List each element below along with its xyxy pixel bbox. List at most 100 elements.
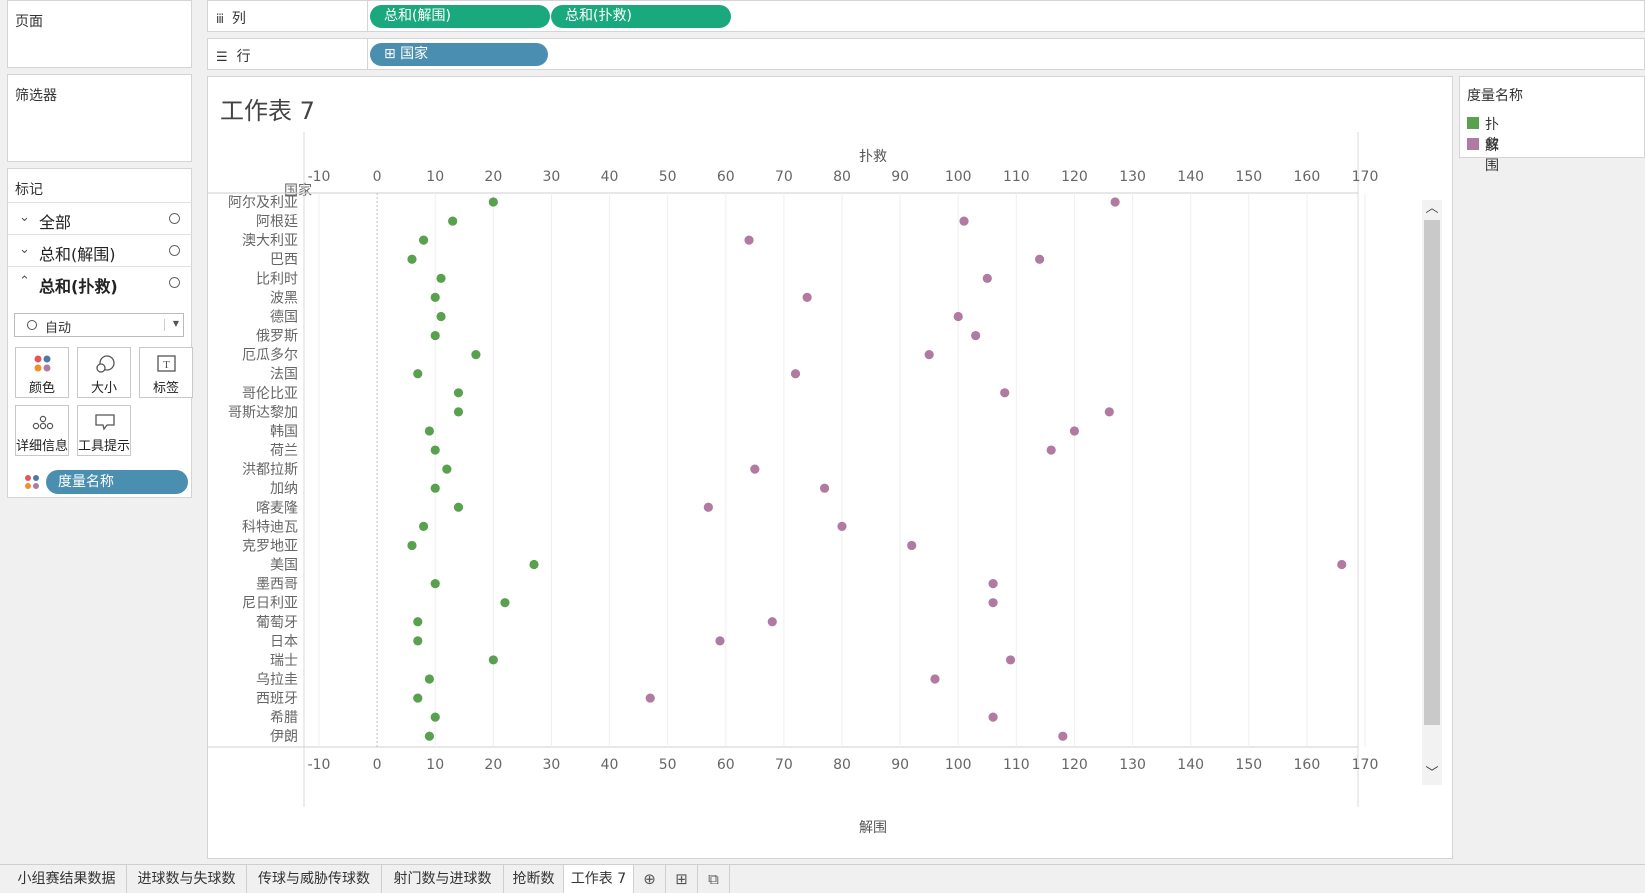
top-tick-label: 110 — [1003, 169, 1030, 185]
tab-group-results[interactable]: 小组赛结果数据 — [7, 865, 127, 893]
tab-passes[interactable]: 传球与威胁传球数 — [247, 865, 382, 893]
new-story-icon[interactable]: ⧉ — [698, 865, 730, 893]
bottom-tick-label: 70 — [775, 757, 793, 773]
point-解围[interactable] — [1069, 426, 1080, 436]
point-扑救[interactable] — [430, 712, 440, 722]
tab-tackles[interactable]: 抢断数 — [504, 865, 564, 893]
point-解围[interactable] — [971, 330, 981, 341]
point-扑救[interactable] — [430, 330, 440, 341]
point-解围[interactable] — [988, 598, 998, 608]
point-扑救[interactable] — [419, 235, 429, 245]
point-扑救[interactable] — [529, 559, 539, 570]
filters-panel[interactable]: 筛选器 — [7, 74, 192, 162]
point-扑救[interactable] — [471, 350, 481, 360]
tab-goals[interactable]: 进球数与失球数 — [127, 865, 247, 893]
point-扑救[interactable] — [424, 426, 435, 436]
label-button[interactable]: T 标签 — [139, 347, 193, 398]
point-扑救[interactable] — [430, 292, 440, 302]
columns-shelf[interactable]: iii 列 总和(解围) 总和(扑救) — [207, 0, 1645, 32]
point-扑救[interactable] — [413, 617, 423, 627]
point-扑救[interactable] — [442, 464, 452, 474]
point-扑救[interactable] — [488, 197, 498, 207]
point-解围[interactable] — [959, 216, 969, 226]
point-解围[interactable] — [953, 311, 963, 322]
scroll-up-icon[interactable]: ︿ — [1425, 201, 1439, 216]
point-扑救[interactable] — [413, 636, 423, 646]
point-扑救[interactable] — [436, 311, 446, 322]
point-解围[interactable] — [790, 369, 801, 379]
tab-shots[interactable]: 射门数与进球数 — [382, 865, 504, 893]
point-扑救[interactable] — [413, 369, 423, 379]
scroll-down-icon[interactable]: ﹀ — [1425, 766, 1439, 781]
mark-type-dropdown[interactable]: 自动 ▼ — [14, 313, 184, 337]
point-扑救[interactable] — [424, 674, 435, 684]
point-扑救[interactable] — [500, 598, 510, 608]
detail-button[interactable]: 详细信息 — [15, 405, 69, 456]
scatter-chart[interactable]: 扑救 解围 国家 -10 0 10 20 30 40 50 60 70 80 90 100 110 120… — [208, 77, 1452, 858]
point-解围[interactable] — [1058, 731, 1068, 741]
point-解围[interactable] — [988, 579, 998, 589]
point-解围[interactable] — [930, 674, 940, 684]
marks-row-all[interactable]: ⌄ 全部 — [7, 202, 192, 234]
tooltip-button[interactable]: 工具提示 — [77, 405, 131, 456]
point-扑救[interactable] — [430, 579, 440, 589]
point-解围[interactable] — [645, 693, 655, 703]
measure-names-pill[interactable]: 度量名称 — [46, 470, 188, 494]
dropdown-arrow-icon[interactable]: ▼ — [164, 319, 179, 331]
vertical-scrollbar[interactable]: ︿ ﹀ — [1422, 200, 1442, 785]
point-解围[interactable] — [1000, 388, 1010, 398]
point-解围[interactable] — [1110, 197, 1120, 207]
column-pill-saves[interactable]: 总和(扑救) — [551, 5, 731, 28]
marks-row-saves[interactable]: ⌃ 总和(扑救) — [7, 266, 192, 298]
scrollbar-thumb[interactable] — [1424, 220, 1440, 725]
point-解围[interactable] — [767, 617, 777, 627]
point-扑救[interactable] — [407, 540, 417, 551]
tab-sheet-7[interactable]: 工作表 7 — [564, 865, 634, 893]
country-label: 阿根廷 — [256, 214, 298, 230]
point-解围[interactable] — [715, 636, 725, 646]
point-解围[interactable] — [1034, 254, 1045, 264]
row-pill-country[interactable]: ⊞ 国家 — [370, 43, 548, 66]
new-dashboard-icon[interactable]: ⊞ — [666, 865, 698, 893]
point-解围[interactable] — [982, 273, 992, 283]
rows-shelf[interactable]: ☰ 行 ⊞ 国家 — [207, 38, 1645, 70]
point-扑救[interactable] — [413, 693, 423, 703]
point-扑救[interactable] — [430, 483, 440, 493]
marks-row-clearances[interactable]: ⌄ 总和(解围) — [7, 234, 192, 266]
point-扑救[interactable] — [407, 254, 417, 264]
color-button[interactable]: 颜色 — [15, 347, 69, 398]
point-扑救[interactable] — [448, 216, 458, 226]
top-tick-label: 50 — [659, 169, 677, 185]
point-解围[interactable] — [907, 540, 917, 551]
point-解围[interactable] — [802, 292, 812, 302]
detail-button-label: 详细信息 — [16, 439, 69, 454]
columns-shelf-label: iii 列 — [216, 8, 246, 28]
point-扑救[interactable] — [453, 407, 464, 417]
point-解围[interactable] — [1337, 559, 1347, 570]
point-解围[interactable] — [750, 464, 760, 474]
point-解围[interactable] — [703, 502, 713, 512]
point-解围[interactable] — [988, 712, 998, 722]
point-解围[interactable] — [837, 521, 847, 531]
point-扑救[interactable] — [419, 521, 429, 531]
new-sheet-icon[interactable]: ⊕ — [634, 865, 666, 893]
point-扑救[interactable] — [430, 445, 440, 455]
size-button[interactable]: 大小 — [77, 347, 131, 398]
top-tick-label: 40 — [601, 169, 619, 185]
point-扑救[interactable] — [453, 388, 464, 398]
point-扑救[interactable] — [424, 731, 435, 741]
column-pill-clearances[interactable]: 总和(解围) — [370, 5, 550, 28]
point-解围[interactable] — [1046, 445, 1056, 455]
point-解围[interactable] — [1104, 407, 1114, 417]
point-解围[interactable] — [924, 350, 934, 360]
point-解围[interactable] — [1005, 655, 1016, 665]
row-header-label: 国家 — [284, 182, 312, 199]
point-扑救[interactable] — [453, 502, 464, 512]
mark-type-circle-icon — [169, 245, 180, 256]
point-解围[interactable] — [744, 235, 754, 245]
point-解围[interactable] — [819, 483, 830, 493]
country-label: 加纳 — [270, 481, 298, 497]
point-扑救[interactable] — [436, 273, 446, 283]
point-扑救[interactable] — [488, 655, 498, 665]
row-labels: 阿尔及利亚阿根廷澳大利亚巴西比利时波黑德国俄罗斯厄瓜多尔法国哥伦比亚哥斯达黎加韩… — [228, 195, 298, 745]
